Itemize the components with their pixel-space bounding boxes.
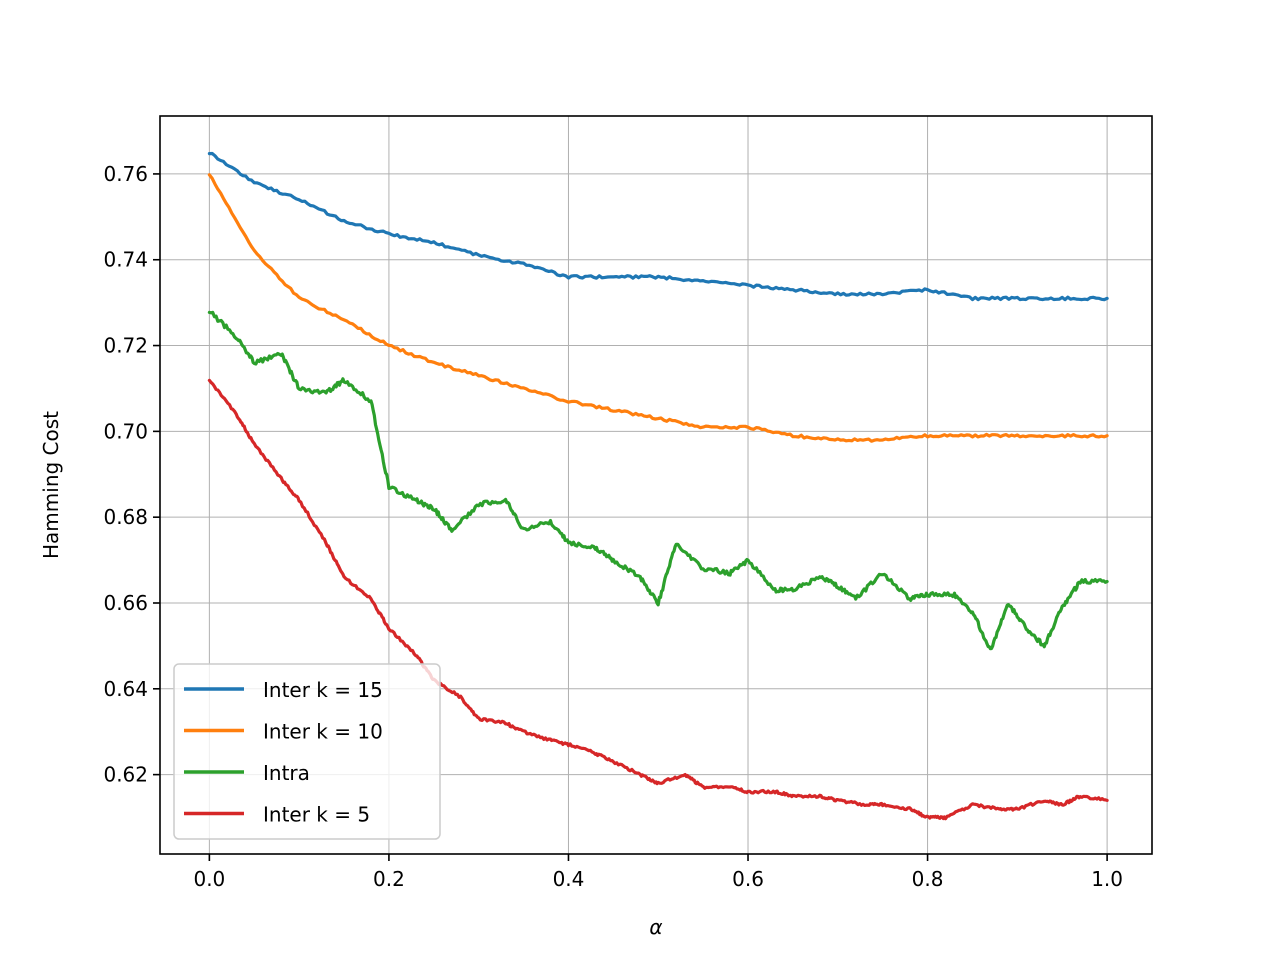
plot-frame: [159, 115, 1153, 855]
x-axis-ticks: 0.0 0.2 0.4 0.6 0.8 1.0: [193, 854, 1123, 891]
series-line-inter-k-15: [207, 151, 1109, 302]
series-line-intra: [207, 310, 1109, 651]
legend-entry-label: Inter k = 10: [263, 720, 383, 744]
x-tick-label: 1.0: [1091, 867, 1123, 891]
y-tick-label: 0.68: [103, 505, 148, 529]
legend-box: [173, 663, 441, 840]
x-tick-label: 0.4: [553, 867, 585, 891]
x-axis-label: α: [649, 915, 662, 939]
x-tick-label: 0.0: [193, 867, 225, 891]
y-tick-label: 0.64: [103, 677, 148, 701]
y-axis-label: Hamming Cost: [39, 411, 63, 559]
legend-entry-label: Intra: [263, 761, 310, 785]
x-tick-label: 0.6: [732, 867, 764, 891]
series-line-inter-k-5: [207, 378, 1109, 821]
y-tick-label: 0.74: [103, 248, 148, 272]
legend-entry-label: Inter k = 15: [263, 678, 383, 702]
x-tick-label: 0.8: [912, 867, 944, 891]
y-tick-label: 0.70: [103, 419, 148, 443]
legend: Inter k = 15 Inter k = 10 Intra Inter k = 5: [173, 663, 441, 840]
legend-entry-label: Inter k = 5: [263, 803, 370, 827]
y-tick-label: 0.62: [103, 763, 148, 787]
y-tick-label: 0.76: [103, 162, 148, 186]
series-lines: [207, 151, 1109, 821]
y-axis-ticks: 0.62 0.64 0.66 0.68 0.70 0.72 0.74 0.76: [103, 162, 160, 787]
x-tick-label: 0.2: [373, 867, 405, 891]
y-tick-label: 0.72: [103, 334, 148, 358]
y-tick-label: 0.66: [103, 591, 148, 615]
series-line-inter-k-10: [207, 173, 1109, 443]
